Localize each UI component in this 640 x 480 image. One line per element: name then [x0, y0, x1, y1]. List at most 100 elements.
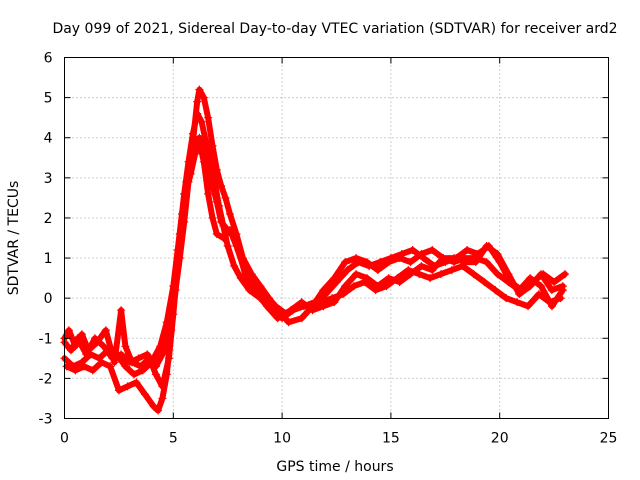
y-tick-label: 5: [44, 91, 53, 107]
data-point: [547, 286, 556, 295]
data-point: [158, 394, 167, 403]
data-point: [256, 282, 265, 291]
data-point: [537, 270, 546, 279]
data-point: [101, 326, 110, 335]
data-point: [134, 354, 143, 363]
data-point: [121, 362, 130, 371]
data-point: [341, 282, 350, 291]
data-point: [219, 234, 228, 242]
data-point: [373, 282, 382, 291]
data-point: [362, 274, 371, 283]
data-point: [447, 266, 456, 275]
data-point: [408, 246, 417, 255]
y-tick-label: -1: [39, 331, 53, 347]
series-satellite-track-d: [60, 137, 567, 391]
data-point: [204, 189, 213, 198]
data-point: [262, 302, 271, 311]
data-point: [426, 274, 435, 283]
data-point: [417, 250, 426, 259]
data-point: [460, 254, 469, 263]
y-tick-label: -3: [39, 412, 53, 428]
data-point: [121, 342, 130, 351]
data-point: [123, 382, 132, 391]
data-point: [67, 346, 76, 355]
data-point: [223, 242, 232, 251]
data-point: [537, 282, 546, 291]
data-point: [186, 169, 195, 178]
data-point: [169, 310, 178, 319]
data-point: [243, 274, 252, 283]
x-tick-label: 0: [60, 431, 69, 447]
data-point: [151, 370, 160, 379]
data-point: [558, 286, 567, 295]
data-point: [463, 246, 472, 255]
data-point: [406, 258, 415, 267]
data-series: [60, 85, 569, 415]
data-point: [199, 93, 208, 102]
data-point: [493, 250, 502, 259]
y-tick-label: 3: [44, 171, 53, 187]
data-point: [232, 242, 241, 251]
data-point: [308, 306, 317, 315]
data-point: [469, 270, 478, 279]
data-point: [195, 85, 204, 94]
data-point: [106, 362, 115, 371]
series-band: [61, 110, 568, 370]
data-point: [212, 197, 221, 206]
series-band: [61, 138, 566, 390]
y-tick-label: 1: [44, 251, 53, 267]
data-point: [99, 342, 108, 351]
data-point: [114, 386, 123, 395]
data-point: [197, 117, 206, 126]
x-tick-label: 25: [600, 431, 618, 447]
data-point: [343, 266, 352, 275]
data-point: [491, 286, 500, 295]
series-satellite-track-a: [60, 109, 569, 371]
chart-title: Day 099 of 2021, Sidereal Day-to-day VTE…: [52, 21, 617, 37]
x-tick-label: 5: [169, 431, 178, 447]
data-point: [217, 217, 226, 226]
y-tick-label: 6: [44, 51, 53, 67]
data-point: [178, 221, 187, 230]
data-point: [208, 213, 217, 222]
plot-frame: [64, 57, 609, 419]
data-point: [225, 209, 234, 218]
data-point: [373, 266, 382, 275]
data-point: [191, 149, 200, 158]
data-point: [154, 406, 163, 415]
data-point: [208, 141, 217, 150]
data-point: [193, 97, 202, 106]
data-point: [417, 262, 426, 271]
data-point: [221, 193, 230, 202]
data-point: [273, 306, 282, 315]
x-tick-label: 15: [382, 431, 400, 447]
series-band: [61, 134, 564, 378]
data-point: [376, 258, 385, 267]
data-point: [513, 298, 522, 307]
data-point: [284, 318, 293, 327]
data-point: [158, 382, 167, 391]
data-point: [428, 246, 437, 255]
data-point: [450, 258, 459, 267]
data-point: [145, 354, 154, 363]
data-point: [560, 270, 569, 279]
data-point: [482, 242, 491, 251]
data-point: [199, 157, 208, 166]
data-point: [352, 254, 361, 263]
data-point: [130, 370, 139, 379]
y-tick-label: 2: [44, 211, 53, 227]
data-point: [349, 282, 358, 291]
data-point: [195, 137, 204, 146]
data-point: [439, 254, 448, 263]
data-point: [182, 185, 191, 194]
data-point: [482, 258, 491, 267]
data-point: [93, 338, 102, 347]
data-point: [384, 274, 393, 283]
data-point: [110, 358, 119, 367]
data-point: [550, 278, 559, 287]
data-point: [436, 270, 445, 279]
data-point: [362, 258, 371, 267]
data-point: [526, 274, 535, 283]
data-point: [471, 254, 480, 263]
data-point: [212, 229, 221, 238]
